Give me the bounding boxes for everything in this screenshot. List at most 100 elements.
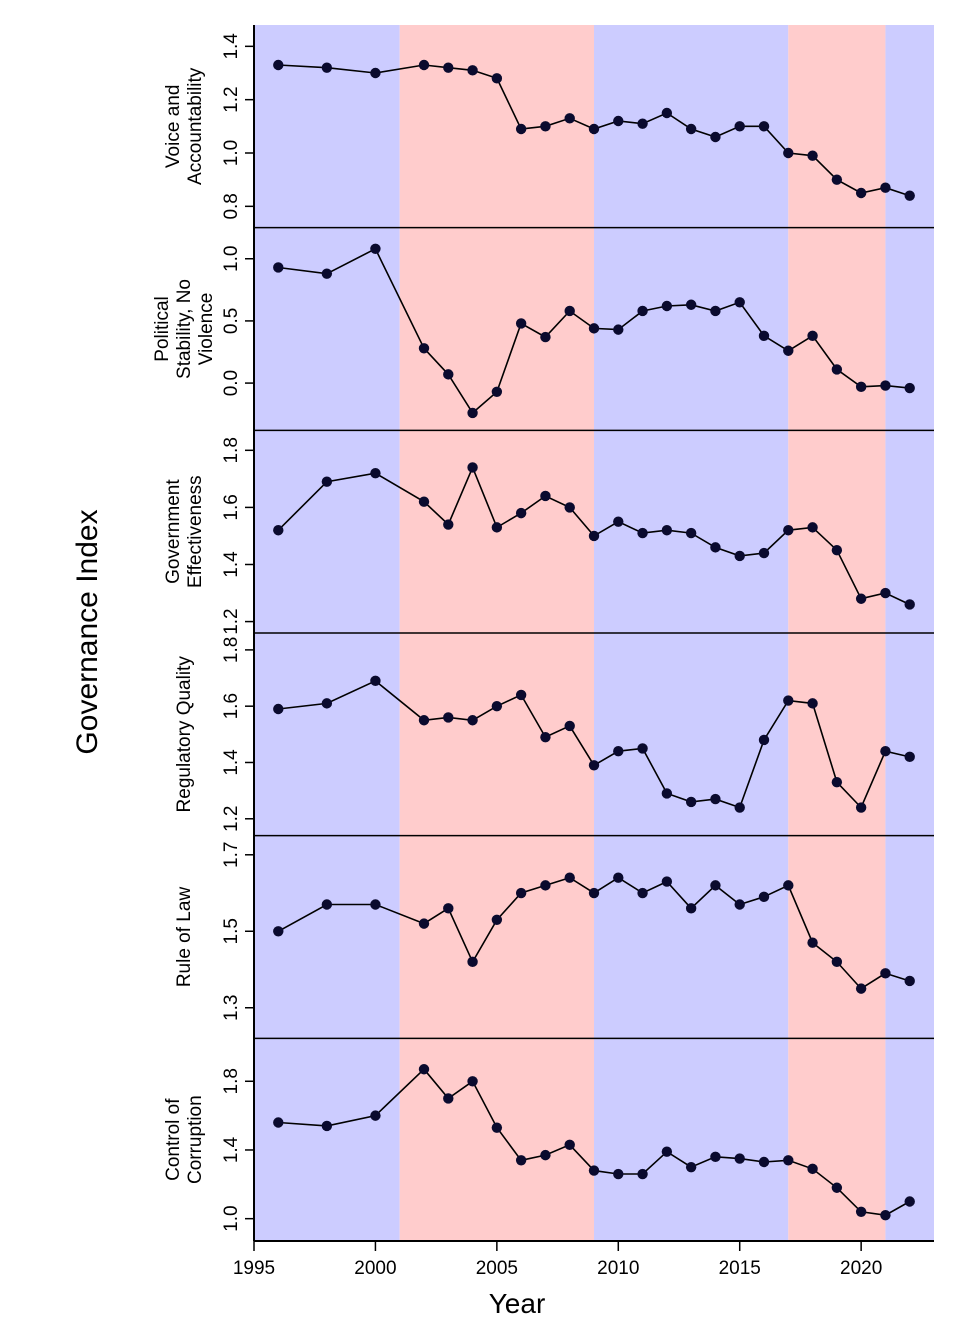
data-point (564, 1139, 575, 1151)
data-point (418, 343, 430, 354)
y-tick-label: 1.6 (221, 693, 242, 719)
data-point (467, 715, 478, 726)
data-point (515, 887, 527, 899)
data-point (321, 1120, 333, 1132)
panel-1: 0.8 1.0 1.2 1.4 Voice and Accountability (163, 33, 915, 220)
data-point (855, 1206, 867, 1218)
x-tick-label: 2020 (840, 1258, 882, 1279)
series-line (277, 465, 911, 606)
data-point (685, 1161, 697, 1173)
y-tick-label: 1.6 (221, 494, 242, 520)
data-point (467, 1076, 478, 1087)
data-point (564, 720, 575, 732)
data-point (515, 1155, 527, 1166)
data-point (904, 975, 915, 987)
y-tick-label: 1.0 (221, 246, 242, 272)
data-point (831, 364, 843, 375)
data-point (783, 525, 794, 536)
data-point (783, 345, 794, 356)
data-point (880, 968, 891, 979)
data-point (831, 1182, 843, 1193)
data-point (370, 1110, 381, 1121)
data-point (564, 502, 575, 513)
panel-label: Government (163, 479, 184, 584)
data-point (710, 793, 721, 805)
y-tick-label: 1.5 (221, 918, 242, 944)
data-point (734, 802, 745, 813)
data-point (904, 1196, 915, 1207)
data-point (880, 587, 891, 599)
data-point (540, 490, 551, 502)
x-axis-label: Year (489, 1288, 546, 1319)
y-tick-label: 1.8 (221, 437, 242, 463)
data-point (613, 516, 624, 527)
data-point (321, 698, 333, 709)
data-point (637, 118, 648, 129)
data-point (613, 324, 624, 335)
data-point (783, 880, 794, 891)
data-point (443, 903, 454, 914)
data-point (831, 545, 843, 556)
y-tick-label: 1.4 (221, 551, 242, 578)
panel-2: 0.0 0.5 1.0 Political Stability, No Violence (152, 243, 915, 419)
data-point (370, 67, 381, 79)
data-point (807, 1163, 818, 1175)
x-tick-label: 2015 (719, 1258, 761, 1279)
data-point (515, 123, 527, 135)
data-point (831, 776, 843, 788)
data-point (273, 1117, 284, 1128)
data-point (855, 187, 867, 199)
data-point (564, 872, 575, 883)
y-tick-label: 1.4 (221, 1136, 242, 1163)
data-point (443, 369, 454, 380)
data-point (783, 695, 794, 706)
data-point (758, 121, 770, 132)
data-point (491, 386, 503, 397)
data-point (758, 891, 770, 903)
data-point (734, 297, 745, 308)
panel-label: Voice and (163, 85, 184, 168)
data-point (588, 760, 600, 771)
data-point (710, 880, 721, 891)
x-tick-label: 2005 (476, 1258, 518, 1279)
data-point (783, 147, 794, 159)
data-point (880, 182, 891, 193)
data-point (540, 121, 551, 132)
data-point (515, 507, 527, 519)
data-point (710, 305, 721, 317)
data-point (467, 407, 478, 419)
plot-frame (253, 25, 934, 1242)
y-tick-label: 0.0 (221, 370, 242, 396)
data-point (661, 1146, 673, 1157)
data-point (540, 331, 551, 343)
y-tick-label: 1.7 (221, 842, 242, 868)
data-point (734, 1153, 745, 1164)
data-point (710, 131, 721, 143)
data-point (418, 918, 430, 929)
data-point (273, 262, 284, 273)
data-point (321, 899, 333, 910)
y-tick-label: 1.2 (221, 86, 242, 112)
data-point (273, 926, 284, 937)
data-point (443, 62, 454, 73)
data-point (685, 796, 697, 808)
y-tick-label: 1.8 (221, 1068, 242, 1094)
panel-3: 1.2 1.4 1.6 1.8 Government Effectiveness (163, 437, 915, 635)
data-point (443, 712, 454, 723)
data-point (880, 1210, 891, 1221)
data-point (564, 113, 575, 124)
data-point (734, 121, 745, 132)
data-point (491, 522, 503, 533)
data-point (661, 788, 673, 799)
data-point (637, 743, 648, 754)
data-point (418, 1064, 430, 1075)
y-tick-label: 1.0 (221, 1205, 242, 1231)
panel-label: Regulatory Quality (174, 656, 195, 813)
data-point (904, 751, 915, 763)
y-tick-label: 1.2 (221, 608, 242, 634)
y-axis-label: Governance Index (71, 509, 104, 754)
data-point (540, 880, 551, 891)
panel-label: Rule of Law (174, 887, 195, 988)
